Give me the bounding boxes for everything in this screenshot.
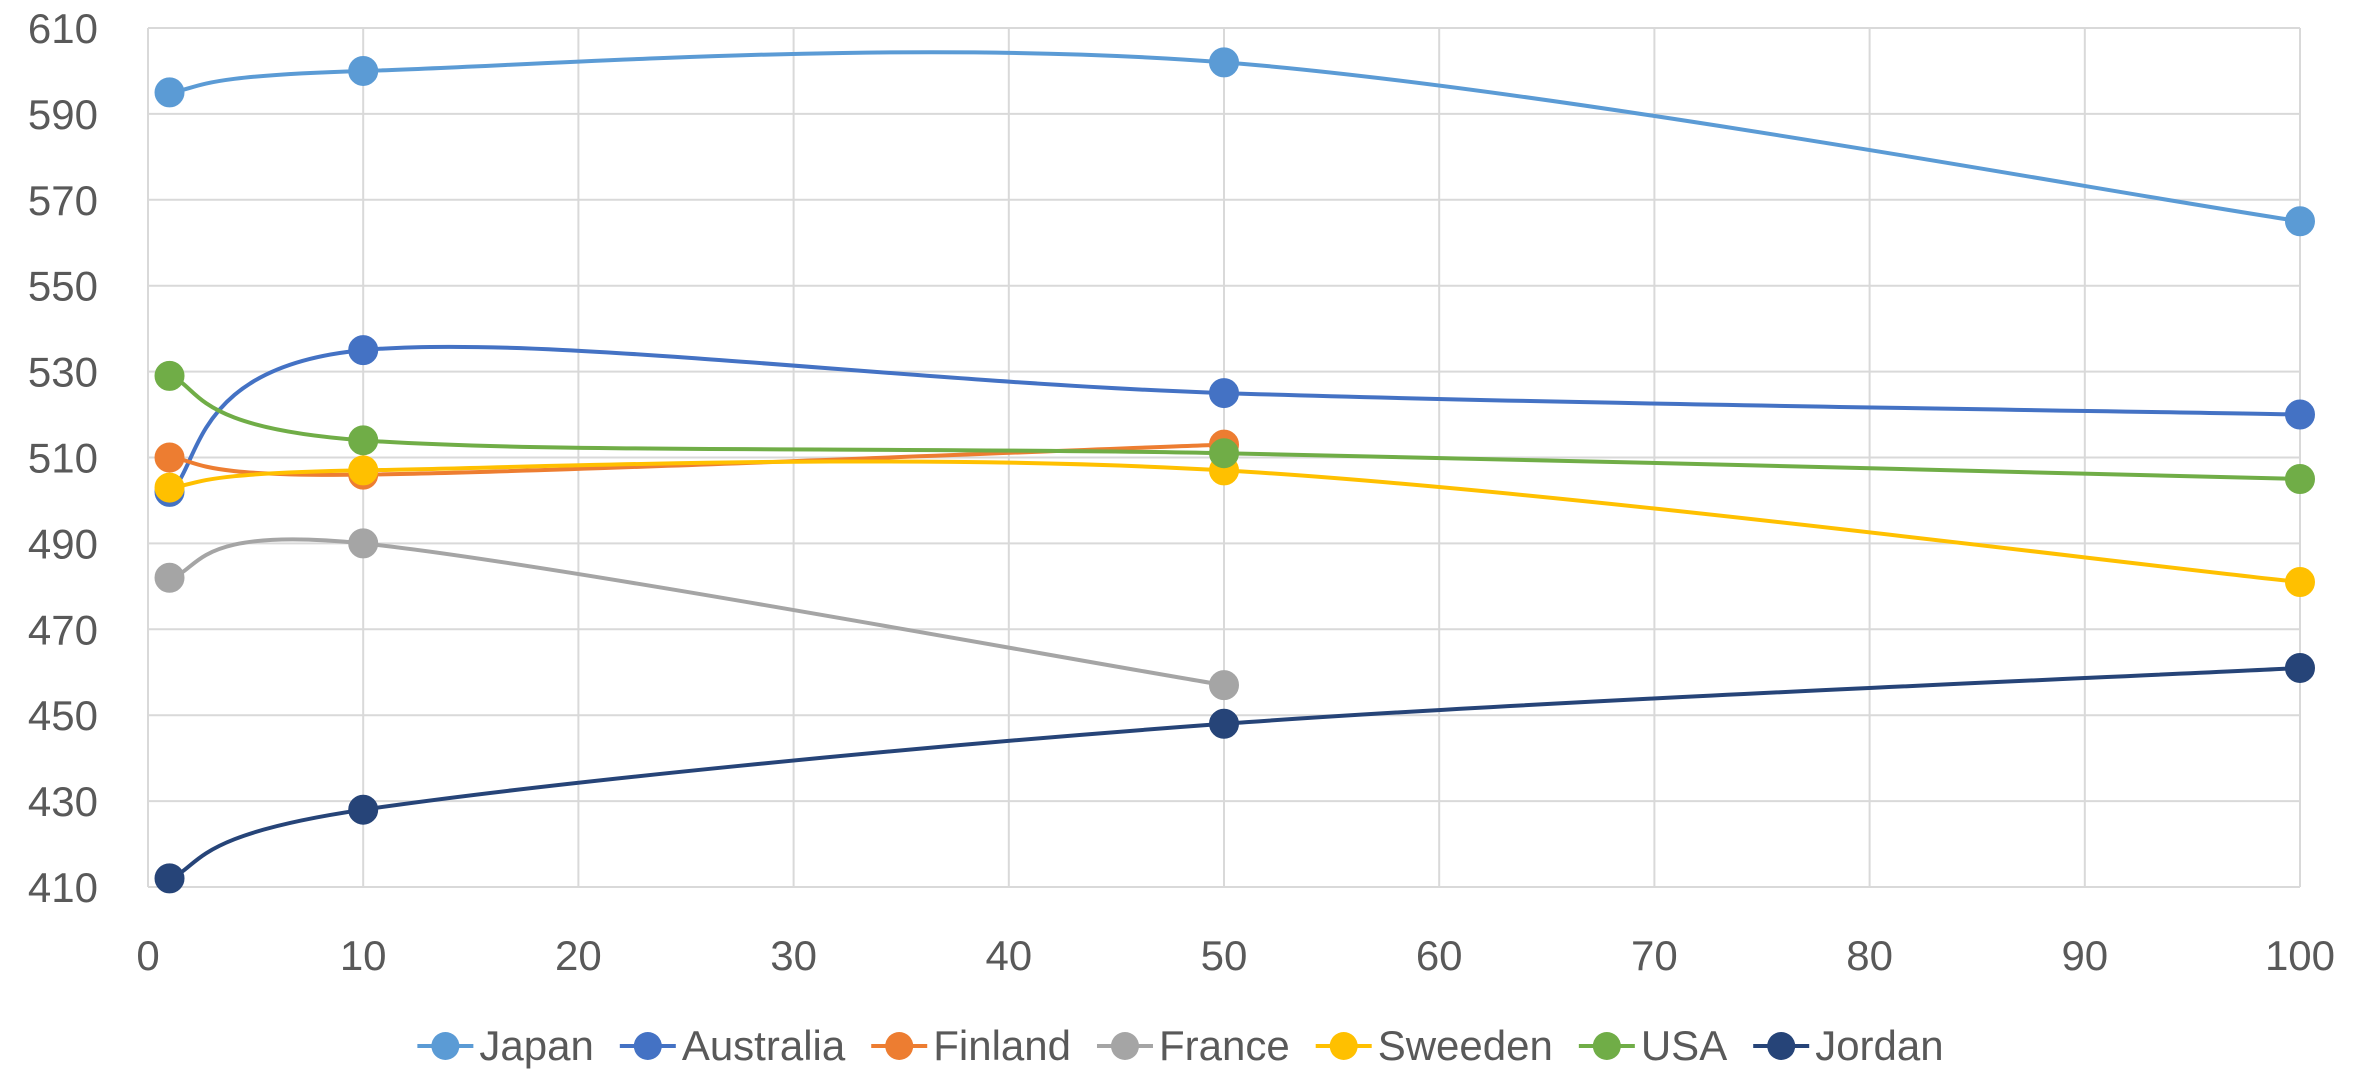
series-line-jordan [167, 665, 2302, 881]
x-tick-label: 30 [770, 932, 817, 979]
x-tick-label: 60 [1416, 932, 1463, 979]
data-point-usa-0 [154, 360, 185, 391]
legend-item-finland: Finland [871, 1022, 1071, 1069]
y-axis-ticks: 410 430 450 470 490 510 530 550 570 590 610 [28, 5, 98, 911]
legend-item-usa: USA [1578, 1022, 1727, 1069]
legend-swatch-marker [1329, 1032, 1358, 1060]
x-tick-label: 10 [340, 932, 387, 979]
data-point-jordan-2 [1209, 708, 1239, 739]
y-tick-label: 530 [28, 349, 98, 396]
data-point-japan-1 [348, 55, 379, 86]
series-line-sweeden [167, 459, 2302, 585]
data-point-japan-0 [154, 77, 185, 108]
data-point-japan-3 [2285, 206, 2315, 237]
data-point-usa-3 [2285, 463, 2315, 494]
series-points [154, 47, 2315, 894]
data-point-jordan-1 [348, 794, 379, 825]
x-tick-label: 100 [2265, 932, 2335, 979]
data-point-sweeden-3 [2285, 567, 2315, 598]
y-tick-label: 410 [28, 864, 98, 911]
legend-label: USA [1641, 1022, 1727, 1069]
y-tick-label: 570 [28, 177, 98, 224]
x-tick-label: 50 [1201, 932, 1248, 979]
x-tick-label: 0 [136, 932, 159, 979]
x-tick-label: 40 [985, 932, 1032, 979]
legend-swatch-marker [1592, 1032, 1621, 1060]
series-line-usa [167, 373, 2302, 481]
legend-label: France [1159, 1022, 1290, 1069]
x-tick-label: 90 [2061, 932, 2108, 979]
data-point-sweeden-0 [154, 472, 185, 503]
data-point-france-2 [1209, 670, 1239, 701]
series-line-japan [167, 50, 2302, 224]
x-tick-label: 80 [1846, 932, 1893, 979]
legend-item-jordan: Jordan [1753, 1022, 1944, 1069]
legend-swatch-marker [1767, 1032, 1796, 1060]
series-line-france [167, 537, 1226, 688]
data-point-france-1 [348, 528, 379, 559]
legend-label: Australia [682, 1022, 846, 1069]
legend-label: Sweeden [1378, 1022, 1553, 1069]
y-tick-label: 590 [28, 91, 98, 138]
data-point-france-0 [154, 562, 185, 593]
legend-swatch-marker [633, 1032, 662, 1060]
legend-label: Finland [933, 1022, 1071, 1069]
legend-item-australia: Australia [619, 1022, 846, 1069]
y-tick-label: 550 [28, 263, 98, 310]
data-point-australia-3 [2285, 399, 2315, 430]
legend-label: Japan [479, 1022, 593, 1069]
y-tick-label: 610 [28, 5, 98, 52]
data-point-jordan-3 [2285, 652, 2315, 683]
series-lines [167, 50, 2302, 881]
data-point-finland-0 [154, 442, 185, 473]
data-point-usa-1 [348, 425, 379, 456]
legend-label: Jordan [1815, 1022, 1943, 1069]
legend: Japan Australia Finland France Sweeden USA Jor… [417, 1022, 1944, 1069]
y-tick-label: 470 [28, 606, 98, 653]
legend-swatch-marker [431, 1032, 460, 1060]
y-tick-label: 490 [28, 520, 98, 567]
legend-item-sweeden: Sweeden [1315, 1022, 1553, 1069]
data-point-australia-1 [348, 335, 379, 366]
x-tick-label: 20 [555, 932, 602, 979]
y-tick-label: 450 [28, 692, 98, 739]
legend-swatch-marker [885, 1032, 914, 1060]
data-point-jordan-0 [154, 863, 185, 894]
y-tick-label: 430 [28, 778, 98, 825]
data-point-japan-2 [1209, 47, 1239, 78]
legend-swatch-marker [1110, 1032, 1139, 1060]
data-point-australia-2 [1209, 378, 1239, 409]
data-point-sweeden-1 [348, 455, 379, 486]
data-point-usa-2 [1209, 438, 1239, 469]
x-tick-label: 70 [1631, 932, 1678, 979]
legend-item-japan: Japan [417, 1022, 594, 1069]
legend-item-france: France [1096, 1022, 1290, 1069]
y-tick-label: 510 [28, 435, 98, 482]
series-line-australia [167, 344, 2302, 494]
x-axis-ticks: 0 10 20 30 40 50 60 70 80 90 100 [136, 932, 2335, 979]
